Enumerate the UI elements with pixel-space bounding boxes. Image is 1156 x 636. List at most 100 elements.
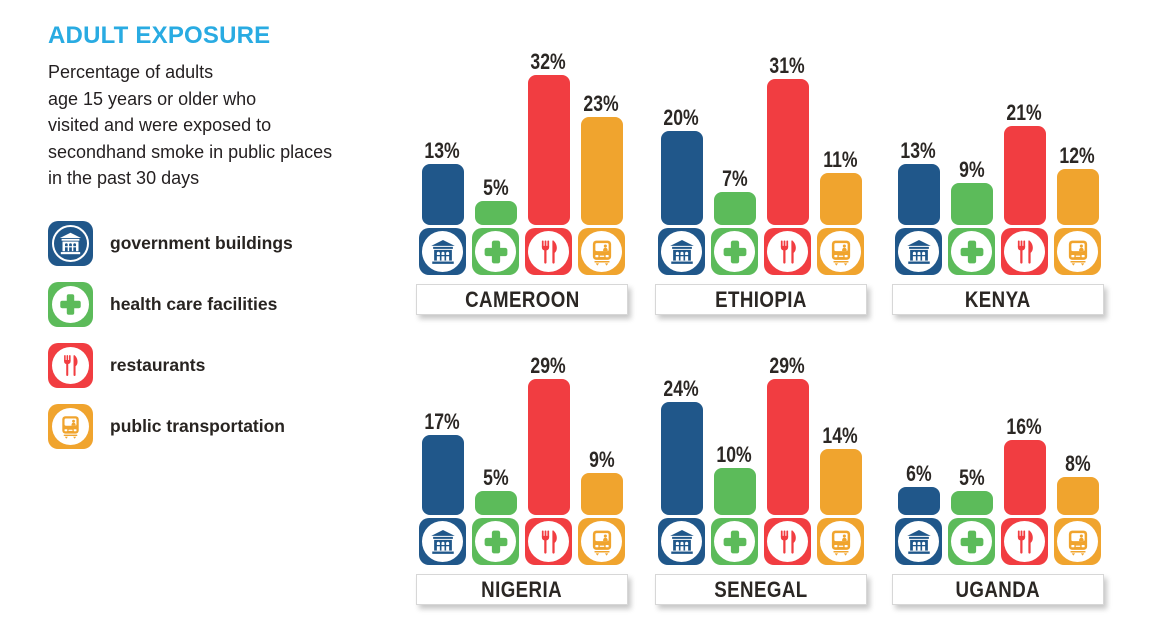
bar-value-label: 31% — [769, 53, 806, 78]
bar-value-label: 14% — [822, 423, 859, 448]
restaurant-utensils-icon — [764, 228, 811, 275]
bar-value-label: 16% — [1006, 414, 1043, 439]
government-building-icon — [895, 228, 942, 275]
chart-nigeria: 17% 5% 29% 9% NIGERIA — [416, 343, 628, 605]
bar-column-restaurants: 29% — [525, 355, 572, 515]
health-cross-icon — [711, 228, 758, 275]
bar-column-restaurants: 21% — [1001, 102, 1048, 225]
bar-health-care-facilities — [713, 192, 756, 225]
page-title: ADULT EXPOSURE — [48, 22, 271, 49]
chart-uganda: 6% 5% 16% 8% UGANDA — [892, 343, 1104, 605]
restaurant-utensils-icon — [1001, 518, 1048, 565]
health-cross-icon — [948, 228, 995, 275]
health-cross-icon — [948, 518, 995, 565]
legend-item-government-buildings: government buildings — [48, 220, 413, 266]
bar-health-care-facilities — [713, 468, 756, 515]
restaurant-utensils-icon — [1001, 228, 1048, 275]
bar-government-buildings — [897, 487, 940, 515]
bar-value-label: 32% — [530, 49, 567, 74]
bar-public-transportation — [819, 449, 862, 515]
bar-value-label: 8% — [1064, 451, 1091, 476]
legend-label: restaurants — [110, 354, 206, 375]
health-cross-icon — [472, 228, 519, 275]
bars-row: 6% 5% 16% 8% — [892, 343, 1104, 515]
bar-column-government-buildings: 6% — [895, 463, 942, 515]
government-building-icon — [895, 518, 942, 565]
country-label: SENEGAL — [714, 576, 808, 602]
bar-restaurants — [527, 75, 570, 225]
chart-subtitle: Percentage of adults age 15 years or old… — [48, 62, 333, 188]
bar-value-label: 11% — [823, 147, 858, 172]
icons-row — [655, 518, 867, 565]
health-cross-icon — [472, 518, 519, 565]
bar-value-label: 21% — [1006, 100, 1043, 125]
country-label-box: KENYA — [892, 284, 1104, 315]
legend: government buildings health care faciliti… — [48, 220, 413, 449]
bar-value-label: 13% — [424, 138, 461, 163]
bar-value-label: 29% — [530, 353, 567, 378]
bars-row: 20% 7% 31% 11% — [655, 53, 867, 225]
icons-row — [655, 228, 867, 275]
bar-column-public-transportation: 11% — [817, 149, 864, 225]
bar-value-label: 5% — [482, 175, 509, 200]
country-label: ETHIOPIA — [715, 286, 807, 312]
country-label-box: ETHIOPIA — [655, 284, 867, 315]
bar-value-label: 5% — [958, 465, 985, 490]
bar-public-transportation — [1056, 477, 1099, 515]
bar-public-transportation — [1056, 169, 1099, 225]
bars-row: 13% 9% 21% 12% — [892, 53, 1104, 225]
bar-government-buildings — [660, 131, 703, 225]
icons-row — [416, 518, 628, 565]
bar-government-buildings — [421, 435, 464, 515]
bar-column-health-care-facilities: 5% — [948, 467, 995, 515]
health-cross-icon — [48, 281, 93, 327]
bar-column-health-care-facilities: 10% — [711, 444, 758, 515]
icons-row — [416, 228, 628, 275]
country-label: KENYA — [965, 286, 1031, 312]
chart-ethiopia: 20% 7% 31% 11% ETHIOPIA — [655, 53, 867, 315]
legend-item-health-care-facilities: health care facilities — [48, 281, 413, 327]
public-transport-icon — [1054, 228, 1101, 275]
bar-restaurants — [766, 79, 809, 225]
bar-column-government-buildings: 13% — [419, 140, 466, 225]
public-transport-icon — [578, 518, 625, 565]
legend-item-public-transportation: public transportation — [48, 403, 413, 449]
bar-column-public-transportation: 8% — [1054, 453, 1101, 515]
bar-public-transportation — [819, 173, 862, 225]
restaurant-utensils-icon — [525, 228, 572, 275]
country-label-box: UGANDA — [892, 574, 1104, 605]
bar-column-government-buildings: 20% — [658, 107, 705, 225]
intro-panel: ADULT EXPOSURE Percentage of adults age … — [48, 22, 413, 465]
public-transport-icon — [48, 403, 93, 449]
public-transport-icon — [817, 518, 864, 565]
restaurant-utensils-icon — [764, 518, 811, 565]
legend-label: government buildings — [110, 232, 293, 253]
bar-column-government-buildings: 24% — [658, 378, 705, 515]
restaurant-utensils-icon — [48, 342, 93, 388]
legend-item-restaurants: restaurants — [48, 342, 413, 388]
country-label: NIGERIA — [481, 576, 563, 602]
bar-column-health-care-facilities: 5% — [472, 177, 519, 225]
bar-column-public-transportation: 12% — [1054, 145, 1101, 225]
bar-public-transportation — [580, 117, 623, 225]
bar-value-label: 10% — [716, 442, 753, 467]
government-building-icon — [48, 220, 93, 266]
bar-restaurants — [766, 379, 809, 515]
bar-value-label: 6% — [905, 461, 932, 486]
bars-row: 17% 5% 29% 9% — [416, 343, 628, 515]
country-label-box: CAMEROON — [416, 284, 628, 315]
bars-row: 13% 5% 32% 23% — [416, 49, 628, 225]
government-building-icon — [658, 518, 705, 565]
bar-health-care-facilities — [474, 491, 517, 515]
country-label: CAMEROON — [464, 286, 580, 312]
government-building-icon — [419, 518, 466, 565]
country-label: UGANDA — [955, 576, 1041, 602]
bar-restaurants — [1003, 126, 1046, 225]
icons-row — [892, 228, 1104, 275]
bar-value-label: 9% — [588, 447, 615, 472]
bar-restaurants — [1003, 440, 1046, 515]
legend-label: public transportation — [110, 415, 285, 436]
bars-row: 24% 10% 29% 14% — [655, 343, 867, 515]
bar-health-care-facilities — [950, 183, 993, 225]
